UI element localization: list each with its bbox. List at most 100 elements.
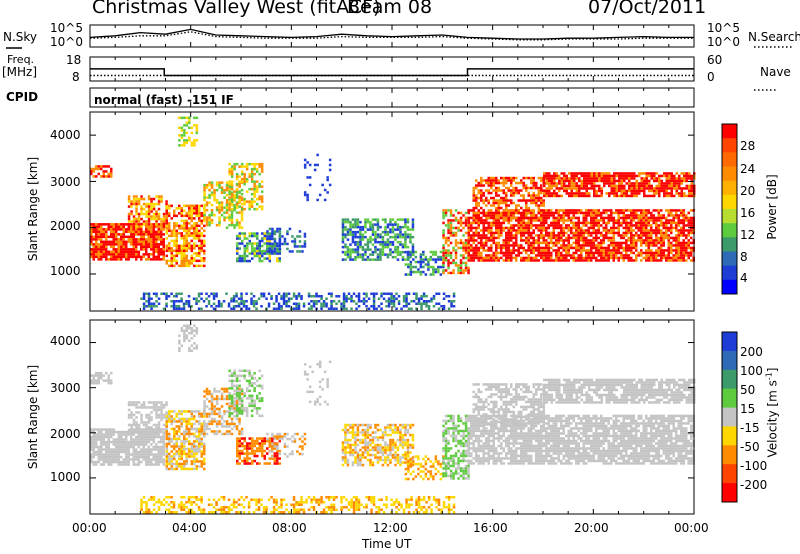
- velocity-arc-band: [228, 369, 264, 418]
- power-colorbar-cell: [722, 279, 737, 295]
- power-ytick-3000: 3000: [50, 175, 81, 189]
- power-night-blob-2: [404, 250, 445, 276]
- power-cb-tick-12: 12: [740, 228, 756, 242]
- line-nsearch: [89, 31, 694, 41]
- power-colorbar-cell: [722, 166, 737, 182]
- velocity-early-band: [90, 428, 165, 466]
- power-cb-tick-4: 4: [740, 271, 748, 285]
- velocity-night-blob-2: [404, 455, 445, 481]
- velocity-cb-tick-m100: -100: [740, 459, 768, 473]
- nsky-tick-bottom: 10^0: [50, 35, 83, 49]
- power-cb-tick-8: 8: [740, 250, 748, 264]
- velocity-late-upper: [472, 383, 545, 426]
- power-colorbar-cell: [722, 209, 737, 224]
- power-plot-area: [90, 116, 696, 310]
- xlabel: Time UT: [362, 537, 412, 551]
- beam-label: Beam 08: [347, 0, 433, 18]
- power-cb-tick-28: 28: [740, 139, 756, 153]
- power-colorbar-cell: [722, 138, 737, 153]
- power-colorbar-cell: [722, 152, 737, 167]
- velocity-cb-tick-200: 200: [740, 345, 763, 359]
- power-colorbar-cell: [722, 124, 737, 139]
- line-freq: [90, 68, 694, 77]
- freq-tick-bottom: 8: [72, 70, 80, 84]
- velocity-colorbar-cell: [722, 407, 737, 427]
- date-label: 07/Oct/2011: [588, 0, 707, 18]
- power-colorbar-cell: [722, 265, 737, 281]
- velocity-cb-tick-100: 100: [740, 364, 763, 378]
- xtick-0800: 08:00: [272, 521, 307, 535]
- power-colorbar-frame: [721, 123, 738, 295]
- velocity-colorbar-label: Velocity [m s-1]: [764, 367, 780, 458]
- power-dip-band: [165, 204, 206, 268]
- freq-label: Freq.: [7, 53, 35, 66]
- power-high-band: [178, 116, 199, 147]
- nsearch-tick-top: 10^5: [707, 21, 740, 35]
- nsky-label: N.Sky: [3, 30, 38, 44]
- power-colorbar-cell: [722, 194, 737, 210]
- power-rising-band: [127, 195, 168, 228]
- nave-tick-bottom: 0: [707, 70, 715, 84]
- velocity-cb-tick-50: 50: [740, 383, 756, 397]
- nave-tick-top: 60: [707, 53, 723, 67]
- line-nsky: [89, 28, 694, 40]
- velocity-colorbar-cell: [722, 369, 737, 390]
- velocity-colorbar-cell: [722, 388, 737, 409]
- velocity-colorbar-cell: [722, 332, 737, 352]
- velocity-ytick-1000: 1000: [50, 470, 81, 484]
- power-colorbar-cell: [722, 251, 737, 267]
- velocity-ground-band: [140, 496, 456, 514]
- velocity-early-high-band: [90, 371, 113, 385]
- velocity-sparse-arc: [303, 360, 332, 406]
- power-early-band: [90, 223, 165, 261]
- power-colorbar-label: Power [dB]: [765, 174, 779, 240]
- power-ytick-1000: 1000: [50, 264, 81, 278]
- velocity-colorbar-cell: [722, 483, 737, 503]
- power-colorbar-cell: [722, 180, 737, 196]
- power-early-high-band: [90, 165, 113, 178]
- velocity-ylabel: Slant Range [km]: [26, 364, 40, 470]
- velocity-night-blob: [341, 423, 415, 467]
- power-sparse-arc: [303, 153, 332, 202]
- power-ytick-4000: 4000: [50, 128, 81, 142]
- power-cb-tick-20: 20: [740, 184, 756, 198]
- velocity-colorbar-frame: [721, 331, 738, 503]
- velocity-high-band: [178, 324, 199, 352]
- nave-label: Nave: [760, 65, 791, 79]
- power-late-high-band: [543, 172, 696, 198]
- velocity-spike-band: [442, 414, 470, 480]
- velocity-afternoon-blob-2: [266, 432, 307, 458]
- velocity-cb-tick-m50: -50: [740, 440, 760, 454]
- xtick-0000: 00:00: [72, 521, 107, 535]
- power-ylabel: Slant Range [km]: [26, 156, 40, 262]
- xtick-2400: 00:00: [674, 521, 709, 535]
- power-night-blob: [341, 218, 415, 261]
- cpid-label: CPID: [6, 90, 39, 104]
- power-afternoon-blob-2: [266, 227, 307, 253]
- xtick-1200: 12:00: [373, 521, 408, 535]
- velocity-late-band: [467, 414, 695, 465]
- velocity-colorbar-cell: [722, 350, 737, 371]
- power-late-upper: [472, 176, 545, 220]
- power-spike-band: [442, 209, 470, 275]
- velocity-unit-exponent: -1: [764, 372, 774, 381]
- power-ground-band: [140, 292, 456, 310]
- xtick-1600: 16:00: [473, 521, 508, 535]
- nsearch-label: N.Search: [748, 30, 800, 44]
- nsky-tick-top: 10^5: [50, 21, 83, 35]
- power-colorbar-cell: [722, 223, 737, 238]
- velocity-rising-band: [127, 401, 168, 434]
- velocity-afternoon-blob: [236, 437, 281, 465]
- freq-tick-top: 18: [66, 53, 82, 67]
- power-arc-band: [228, 162, 264, 211]
- power-colorbar-cell: [722, 237, 737, 252]
- freq-unit-label: [MHz]: [2, 65, 38, 79]
- power-cb-tick-16: 16: [740, 206, 756, 220]
- power-mid-band: [203, 181, 244, 229]
- velocity-ytick-3000: 3000: [50, 381, 81, 395]
- velocity-ytick-4000: 4000: [50, 334, 81, 348]
- xtick-0400: 04:00: [172, 521, 207, 535]
- velocity-late-high-band: [543, 378, 696, 404]
- station-title: Christmas Valley West (fitACF): [92, 0, 381, 18]
